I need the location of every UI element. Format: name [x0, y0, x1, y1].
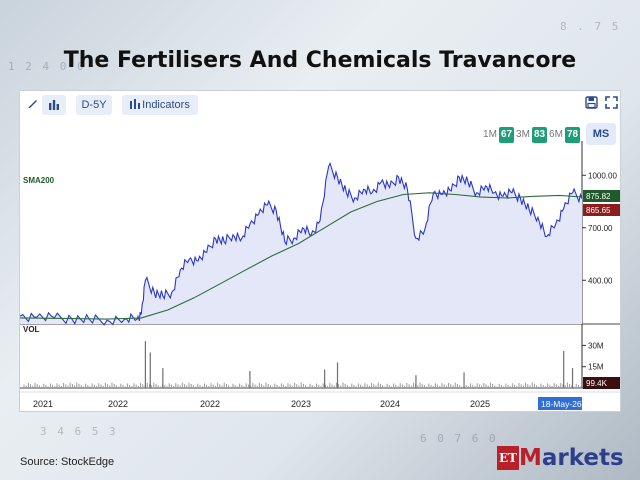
- range-3m[interactable]: 3M: [516, 129, 530, 140]
- sma200-last-badge: 875.82: [586, 192, 611, 201]
- y-tick-label: 400.00: [588, 276, 613, 285]
- source-label: Source: StockEdge: [20, 456, 115, 468]
- y-tick-label: 700.00: [588, 224, 613, 233]
- chart-card: D-5Y Indicators 1M 67 3M 83 6M 78 MS 100…: [19, 90, 621, 412]
- range-1m[interactable]: 1M: [483, 129, 497, 140]
- sma200-last-badge-bg: [583, 190, 620, 202]
- x-tick-label: 2023: [291, 399, 311, 409]
- bar-chart-icon[interactable]: [42, 95, 66, 115]
- x-tick-label: 2022: [200, 399, 220, 409]
- range-6m-badge: 78: [565, 127, 580, 143]
- et-logo-mark: ET: [497, 446, 519, 470]
- save-icon[interactable]: [582, 95, 600, 115]
- x-tick-label: 2025: [470, 399, 490, 409]
- price-last-badge: 865.65: [586, 206, 611, 215]
- price-area: [20, 163, 582, 325]
- expand-icon[interactable]: [602, 95, 620, 115]
- volume-label: VOL: [23, 325, 40, 334]
- sma200-line: [20, 192, 583, 320]
- date-badge-label: 18-May-26: [541, 399, 582, 409]
- y-tick-label: 1000.00: [588, 171, 617, 180]
- pencil-icon[interactable]: [24, 95, 42, 115]
- price-chart[interactable]: 1000.00 700.00 400.00 30M 15M SMA200 VOL 875.82…: [20, 91, 620, 411]
- volume-tick-label: 15M: [588, 363, 604, 372]
- indicators-label: Indicators: [142, 99, 190, 111]
- indicators-icon: [130, 99, 141, 109]
- ms-button[interactable]: MS: [586, 123, 616, 145]
- volume-tick-label: 30M: [588, 341, 604, 350]
- interval-button[interactable]: D-5Y: [76, 95, 112, 115]
- markets-m: M: [519, 445, 542, 471]
- volume-last-badge: 99.4K: [586, 379, 608, 388]
- x-tick-label: 2024: [380, 399, 400, 409]
- date-badge-bg: [538, 397, 582, 410]
- indicators-button[interactable]: Indicators: [122, 95, 198, 115]
- price-last-badge-bg: [583, 204, 620, 216]
- x-tick-label: 2021: [33, 399, 53, 409]
- markets-rest: arkets: [541, 445, 624, 471]
- price-line: [20, 162, 583, 326]
- markets-wordmark: Markets: [519, 444, 624, 472]
- page-title: The Fertilisers And Chemicals Travancore: [63, 48, 577, 73]
- range-1m-badge: 67: [499, 127, 514, 143]
- range-3m-badge: 83: [532, 127, 547, 143]
- chart-toolbar: D-5Y Indicators: [20, 91, 620, 119]
- volume-last-badge-bg: [583, 377, 620, 389]
- range-6m[interactable]: 6M: [549, 129, 563, 140]
- sma200-label: SMA200: [23, 176, 55, 185]
- x-tick-label: 2022: [108, 399, 128, 409]
